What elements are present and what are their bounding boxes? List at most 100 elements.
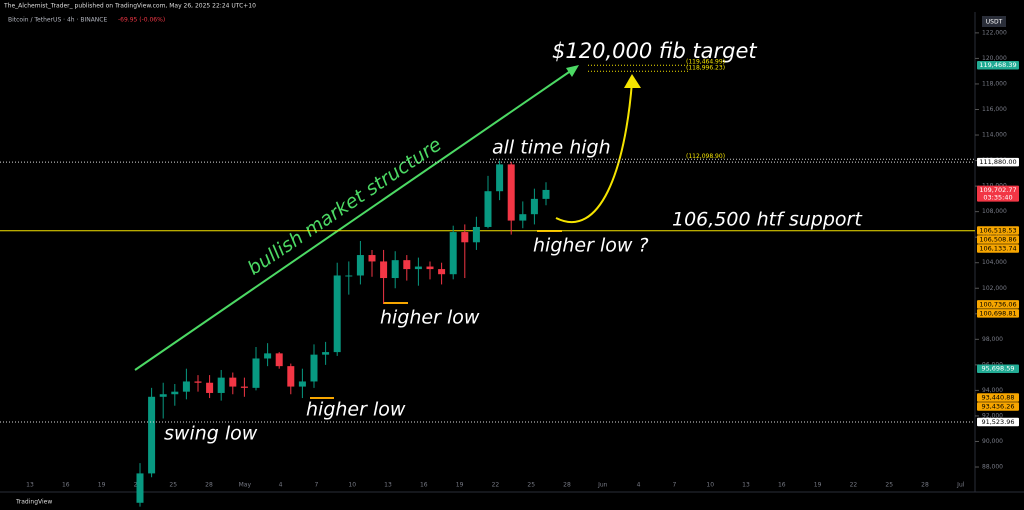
price-tag-label: 106,508.86 <box>979 236 1016 244</box>
y-tick-label: 118,000 <box>982 80 1007 87</box>
candle-body <box>461 232 469 243</box>
annotation: $120,000 fib target <box>552 39 757 63</box>
y-tick-label: 114,000 <box>982 132 1007 139</box>
x-tick-label: 25 <box>169 482 177 489</box>
candle-body <box>368 255 376 262</box>
price-tag-label: 100,698.81 <box>979 309 1016 317</box>
candle-body <box>530 198 538 215</box>
x-tick-label: 25 <box>885 482 893 489</box>
candle-body <box>252 358 260 388</box>
candle-body <box>298 381 306 387</box>
x-tick-label: 19 <box>98 482 106 489</box>
price-tag-label: 119,468.39 <box>979 61 1016 69</box>
annotation: 106,500 htf support <box>672 209 863 231</box>
y-tick-label: 104,000 <box>982 259 1007 266</box>
candle-body <box>229 377 237 387</box>
price-tag-label: 109,702.77 <box>979 186 1016 194</box>
y-tick-label: 108,000 <box>982 208 1007 215</box>
candle-body <box>484 191 492 227</box>
x-tick-label: Jul <box>956 482 965 489</box>
candle-body <box>217 377 225 393</box>
candle-body <box>507 164 515 221</box>
y-tick-label: 90,000 <box>982 438 1003 445</box>
header: The_Alchemist_Trader_ published on Tradi… <box>3 3 256 10</box>
annotation: higher low <box>306 399 406 421</box>
price-tag <box>977 235 1019 244</box>
x-tick-label: 19 <box>814 482 822 489</box>
y-tick-label: 98,000 <box>982 336 1003 343</box>
price-tag <box>977 244 1019 253</box>
trend-arrow <box>134 69 573 371</box>
x-tick-label: Jun <box>597 482 608 489</box>
candle-body <box>414 266 422 270</box>
arrow-head <box>624 74 641 88</box>
x-tick-label: May <box>239 482 252 489</box>
candle-body <box>356 255 364 276</box>
candle-body <box>264 353 272 359</box>
x-tick-label: 13 <box>384 482 392 489</box>
footer: TradingView <box>15 499 52 506</box>
currency-box <box>982 16 1006 27</box>
price-tag <box>977 402 1019 411</box>
arrow-head <box>566 65 579 77</box>
y-tick-label: 102,000 <box>982 285 1007 292</box>
y-tick-label: 116,000 <box>982 106 1007 113</box>
x-tick-label: 19 <box>456 482 464 489</box>
fib-label: (118,996.23) <box>686 65 725 72</box>
candle-body <box>438 269 446 275</box>
x-tick-label: 25 <box>527 482 535 489</box>
candle-body <box>519 214 527 221</box>
candle-body <box>426 266 434 270</box>
candle-body <box>403 260 411 270</box>
symbol: Bitcoin / TetherUS · 4h · BINANCE <box>8 17 107 24</box>
candle-body <box>171 391 179 395</box>
price-tag <box>977 185 1019 202</box>
candle-body <box>322 352 330 355</box>
fib-label: (119,464.99) <box>686 59 725 66</box>
candle-body <box>136 473 144 503</box>
x-tick-label: 7 <box>314 482 318 489</box>
price-tag <box>977 364 1019 373</box>
price-tag-label: 106,133.74 <box>979 245 1016 253</box>
candle-body <box>310 354 318 382</box>
candle-body <box>333 275 341 353</box>
price-tag-label: 106,518.53 <box>979 227 1016 235</box>
y-tick-label: 94,000 <box>982 387 1003 394</box>
candle-body <box>206 382 214 393</box>
candle-body <box>496 164 504 192</box>
price-tag <box>977 393 1019 402</box>
candle-body <box>159 394 167 397</box>
price-tag-label: 93,440.88 <box>981 394 1014 402</box>
price-tag-label: 91,523.96 <box>981 418 1014 426</box>
annotation: higher low <box>380 307 480 329</box>
x-tick-label: 4 <box>637 482 641 489</box>
candle-body <box>287 366 295 387</box>
candle-body <box>275 353 283 367</box>
price-tag <box>977 309 1019 318</box>
price-tag <box>977 60 1019 70</box>
x-tick-label: 16 <box>778 482 786 489</box>
price-tag <box>977 157 1019 167</box>
annotation: swing low <box>164 423 258 445</box>
x-tick-label: 16 <box>420 482 428 489</box>
x-tick-label: 16 <box>62 482 70 489</box>
candle-body <box>148 396 156 474</box>
candle-body <box>449 232 457 275</box>
y-tick-label: 92,000 <box>982 412 1003 419</box>
price-tag-label: 100,736.06 <box>979 300 1016 308</box>
x-tick-label: 10 <box>348 482 356 489</box>
x-tick-label: 13 <box>26 482 34 489</box>
candle-body <box>345 275 353 277</box>
price-tag-label: 93,436.26 <box>981 403 1014 411</box>
x-tick-label: 28 <box>563 482 571 489</box>
candle-body <box>380 261 388 279</box>
price-tag <box>977 417 1019 427</box>
projection-arrow <box>555 81 633 224</box>
y-tick-label: 88,000 <box>982 464 1003 471</box>
price-tag <box>977 300 1019 309</box>
y-tick-label: 122,000 <box>982 29 1007 36</box>
fib-label: (112,098.90) <box>686 153 725 160</box>
y-tick-label: 120,000 <box>982 55 1007 62</box>
